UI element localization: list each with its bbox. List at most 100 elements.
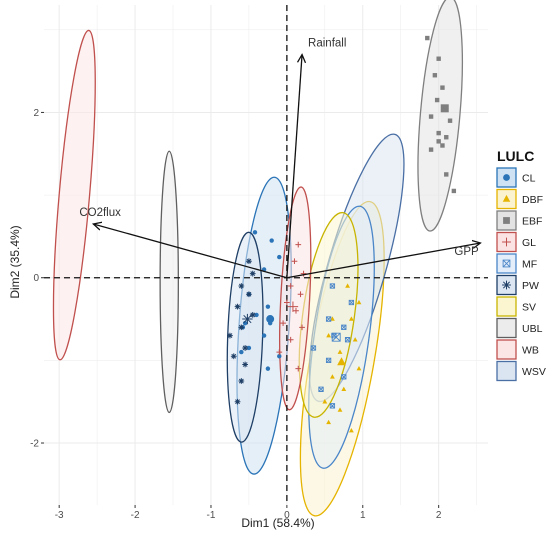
point-dbf: [341, 386, 347, 392]
legend-symbol-pw: [502, 280, 511, 290]
point-pw: [238, 378, 245, 384]
y-axis-title: Dim2 (35.4%): [8, 225, 22, 298]
point-mf: [329, 403, 336, 409]
point-ebf: [425, 35, 430, 41]
ellipse-gl: [279, 186, 312, 411]
point-mf: [310, 345, 317, 351]
vector-label-gpp: GPP: [454, 246, 479, 258]
x-tick-label: 2: [436, 510, 442, 521]
point-pw: [249, 270, 256, 277]
vector-gpp: [286, 243, 481, 279]
x-tick-label: -2: [131, 510, 140, 521]
legend-label-cl: CL: [522, 173, 536, 185]
vector-label-rainfall: Rainfall: [308, 38, 346, 50]
legend-title: LULC: [497, 148, 534, 164]
legend-key-ubl: [496, 317, 517, 339]
legend-symbol-cl: [503, 174, 510, 181]
point-dbf: [352, 337, 358, 342]
legend-symbol-gl: [502, 237, 511, 247]
legend-key-wb: [496, 339, 517, 360]
point-ebf: [444, 172, 449, 177]
legend-label-wb: WB: [522, 345, 539, 357]
legend-label-pw: PW: [522, 280, 539, 292]
point-pw: [246, 258, 252, 265]
ellipse-ebf: [417, 0, 463, 232]
point-ebf: [444, 135, 449, 140]
point-cl: [246, 345, 252, 351]
point-ebf: [440, 85, 445, 90]
legend-label-ebf: EBF: [522, 216, 542, 228]
point-cl: [277, 354, 282, 359]
centroid-gl: [287, 301, 299, 312]
vector-rainfall: [286, 55, 302, 278]
centroid-ebf: [440, 104, 449, 113]
point-ebf: [440, 143, 445, 148]
scatter-points: [227, 35, 457, 433]
legend-label-wsv: WSV: [522, 366, 546, 378]
y-tick-label: -2: [30, 439, 39, 450]
legend-label-mf: MF: [522, 259, 537, 271]
point-mf: [325, 357, 332, 364]
legend-key-sv: [496, 296, 517, 317]
point-dbf: [348, 427, 354, 433]
point-dbf: [322, 399, 328, 404]
point-pw: [242, 345, 248, 351]
point-gl: [295, 365, 302, 372]
point-dbf: [326, 332, 332, 338]
loading-vectors: Rainfall CO2flux GPP: [79, 38, 481, 279]
point-gl: [293, 307, 299, 314]
point-cl: [277, 254, 282, 260]
point-mf: [344, 337, 351, 343]
centroid-dbf: [337, 357, 346, 366]
point-pw: [234, 398, 241, 405]
ellipse-pw: [226, 231, 264, 443]
x-tick-label: -1: [207, 510, 216, 521]
axis-ticks: -3 -2 -1 0 1 2 -2 0 2: [30, 108, 442, 521]
point-gl: [276, 349, 283, 355]
point-ebf: [451, 188, 457, 194]
legend-label-sv: SV: [522, 302, 536, 314]
point-mf: [325, 316, 332, 322]
point-gl: [299, 324, 305, 331]
legend-label-gl: GL: [522, 237, 536, 249]
legend-symbol-mf: [502, 259, 511, 268]
legend-label-dbf: DBF: [522, 194, 543, 206]
x-tick-label: 1: [360, 510, 366, 521]
legend-label-ubl: UBL: [522, 323, 543, 335]
point-ebf: [432, 73, 438, 78]
legend-symbol-ebf: [503, 217, 510, 224]
point-mf: [329, 283, 336, 289]
point-cl: [265, 304, 271, 309]
point-pw: [234, 303, 241, 310]
point-ebf: [428, 147, 434, 152]
point-gl: [295, 241, 302, 248]
point-mf: [318, 386, 324, 392]
point-pw: [246, 291, 252, 298]
reference-lines: [44, 5, 488, 505]
point-ebf: [447, 118, 453, 123]
x-axis-title: Dim1 (58.4%): [241, 516, 314, 530]
x-tick-label: 0: [284, 510, 290, 521]
y-tick-label: 2: [33, 108, 39, 119]
point-gl: [287, 283, 294, 289]
centroid-pw: [242, 313, 253, 325]
legend-symbol-dbf: [502, 194, 511, 202]
y-tick-label: 0: [33, 273, 39, 284]
point-pw: [242, 361, 248, 368]
point-gl: [280, 320, 286, 327]
point-mf: [341, 324, 347, 330]
centroid-mf: [331, 332, 341, 342]
point-mf: [348, 299, 355, 306]
point-cl: [239, 349, 244, 355]
ellipse-wb: [52, 29, 96, 361]
point-pw: [227, 332, 233, 339]
ellipse-ubl: [159, 150, 179, 414]
point-pw: [238, 324, 245, 331]
x-tick-label: -3: [55, 510, 64, 521]
point-gl: [300, 270, 307, 277]
point-dbf: [356, 299, 362, 305]
point-gl: [297, 291, 304, 298]
point-ebf: [436, 139, 441, 144]
point-cl: [254, 312, 259, 318]
